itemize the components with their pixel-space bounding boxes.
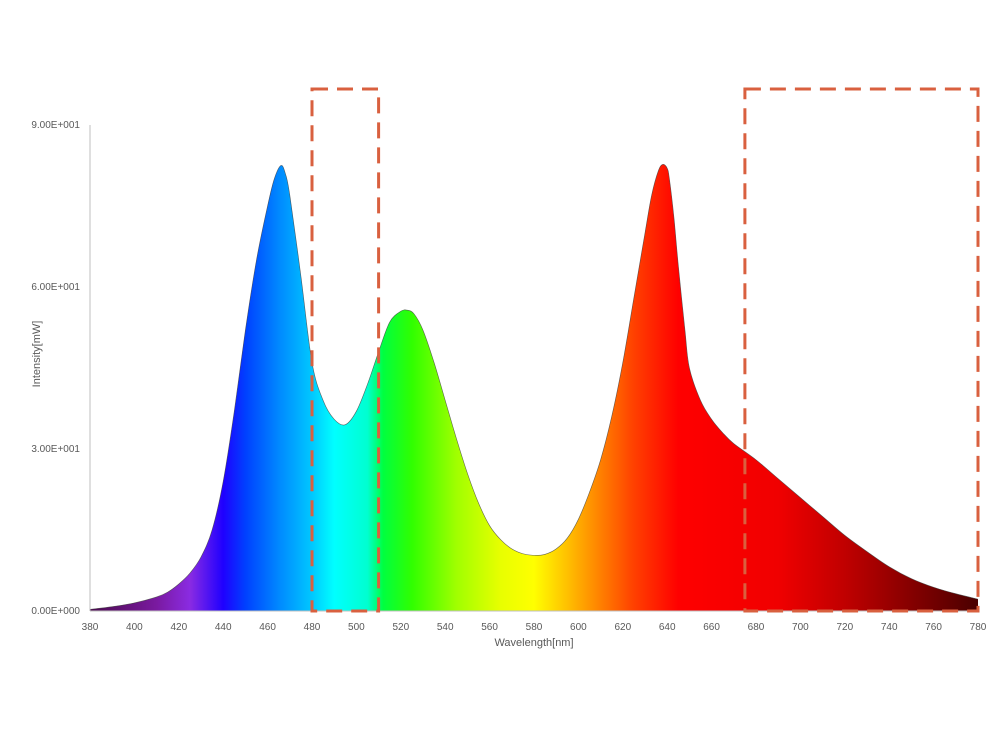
x-tick-label: 480 [304, 622, 321, 633]
x-tick-label: 460 [259, 622, 276, 633]
x-tick-label: 500 [348, 622, 365, 633]
x-tick-label: 540 [437, 622, 454, 633]
x-tick-label: 520 [392, 622, 409, 633]
x-tick-label: 780 [970, 622, 987, 633]
x-tick-label: 700 [792, 622, 809, 633]
y-tick-label: 6.00E+001 [31, 282, 80, 293]
x-tick-label: 640 [659, 622, 676, 633]
x-tick-label: 600 [570, 622, 587, 633]
x-tick-label: 420 [170, 622, 187, 633]
x-tick-label: 740 [881, 622, 898, 633]
x-tick-label: 760 [925, 622, 942, 633]
x-tick-label: 580 [526, 622, 543, 633]
x-tick-label: 620 [614, 622, 631, 633]
x-tick-label: 660 [703, 622, 720, 633]
x-axis-title: Wavelength[nm] [494, 637, 573, 649]
highlight-box-layer [310, 87, 980, 613]
tick-label-layer: 380 400 420 440 460 480 500 520 540 560 580 600 620 6… [31, 120, 986, 633]
x-tick-label: 720 [836, 622, 853, 633]
highlight-box [310, 87, 381, 613]
y-tick-label: 3.00E+001 [31, 444, 80, 455]
x-tick-label: 560 [481, 622, 498, 633]
x-tick-label: 680 [748, 622, 765, 633]
spectrum-curve [89, 164, 979, 610]
spectrum-area [90, 164, 978, 612]
y-tick-label: 0.00E+000 [31, 606, 80, 617]
y-axis-title: Intensity[mW] [31, 321, 43, 388]
x-tick-label: 440 [215, 622, 232, 633]
spectrum-area-layer [89, 164, 979, 612]
x-tick-label: 380 [82, 622, 99, 633]
y-tick-label: 9.00E+001 [31, 120, 80, 131]
x-tick-label: 400 [126, 622, 143, 633]
